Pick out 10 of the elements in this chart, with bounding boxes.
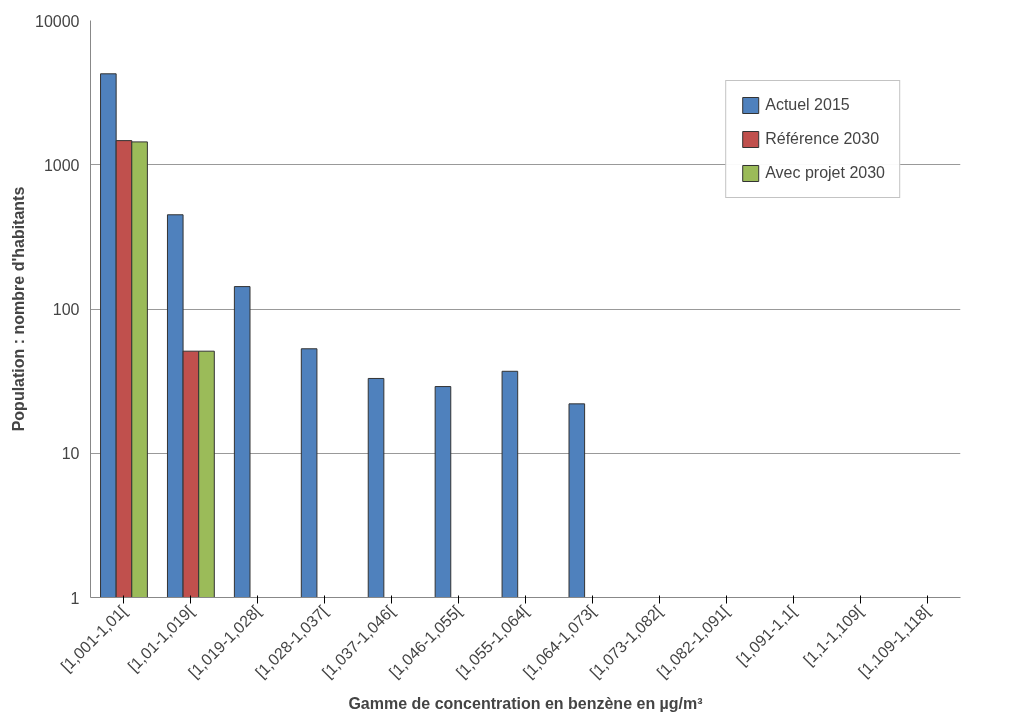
legend-label: Actuel 2015	[765, 96, 850, 114]
y-axis-title: Population : nombre d'habitants	[10, 186, 28, 432]
legend-label: Avec projet 2030	[765, 164, 885, 182]
y-tick-label: 10	[61, 445, 80, 463]
y-tick-label: 100	[52, 301, 80, 318]
y-tick-label: 10000	[35, 12, 80, 30]
y-tick-label: 1	[70, 589, 80, 607]
legend-label: Référence 2030	[765, 130, 880, 148]
y-tick-label: 1000	[43, 156, 80, 174]
x-axis-title: Gamme de concentration en benzène en µg/m³	[348, 695, 703, 713]
